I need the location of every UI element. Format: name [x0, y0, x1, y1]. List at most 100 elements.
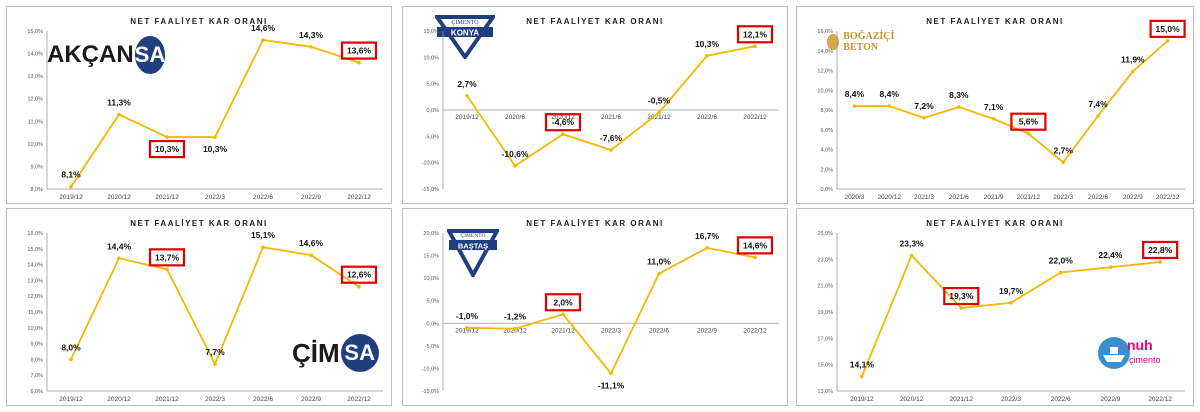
data-label: 22,0% [1049, 256, 1074, 266]
data-label: 23,3% [900, 238, 925, 248]
data-point [465, 93, 469, 98]
data-point [357, 60, 361, 65]
logo-main-text: KONYA [451, 29, 479, 38]
chart-title: NET FAALİYET KAR ORANI [130, 219, 268, 228]
data-point [357, 284, 361, 289]
data-label: 15,0% [1156, 24, 1181, 34]
data-label: 14,4% [107, 241, 132, 251]
y-tick-label: 16,0% [817, 29, 833, 35]
bogazici-logo: BOĞAZİÇİ BETON [827, 31, 911, 53]
series-line [70, 39, 360, 188]
data-label: 19,7% [999, 286, 1024, 296]
y-tick-label: 10,0% [423, 55, 439, 61]
y-tick-label: 19,0% [817, 310, 833, 316]
y-tick-label: 2,0% [820, 167, 833, 173]
x-tick-label: 2020/12 [900, 396, 924, 403]
x-tick-label: 2022/9 [1123, 194, 1143, 201]
y-tick-label: 15,0% [423, 254, 439, 260]
logo-text: ÇİM [292, 337, 340, 368]
data-label: 11,3% [107, 98, 131, 108]
x-tick-label: 2022/12 [743, 327, 767, 334]
highlight-box [340, 265, 378, 284]
data-point [1096, 114, 1100, 118]
x-tick-label: 2020/12 [503, 327, 527, 334]
highlight-box [736, 236, 774, 255]
line-chart: 8,0% 9,0% 10,0% 11,0% 12,0% 13,0% 14,0% 15,0% 20… [27, 23, 383, 201]
y-tick-label: 7,0% [30, 373, 43, 379]
x-tick-label: 2022/12 [1156, 194, 1180, 201]
x-tick-label: 2020/3 [844, 194, 864, 201]
y-tick-label: 16,0% [27, 231, 43, 237]
nuh-logo: nuh çimento [1097, 335, 1167, 373]
y-tick-label: 12,0% [27, 294, 43, 300]
chart-panel-bogazici: NET FAALİYET KAR ORANI BOĞAZİÇİ BETON 0,… [796, 6, 1194, 204]
data-point [165, 135, 169, 139]
y-tick-label: 13,0% [817, 389, 833, 395]
data-label: 12,6% [347, 270, 372, 280]
data-label: -4,6% [552, 117, 575, 127]
data-label: 8,0% [61, 342, 81, 352]
highlight-box [148, 248, 186, 267]
y-tick-label: 9,0% [30, 342, 43, 348]
data-point [1158, 260, 1162, 264]
y-tick-label: 6,0% [820, 128, 833, 134]
x-tick-label: 2022/3 [205, 396, 225, 403]
chart-title: NET FAALİYET KAR ORANI [526, 219, 664, 228]
data-label: 7,7% [205, 347, 225, 357]
data-point [465, 326, 469, 330]
y-tick-label: 11,0% [28, 119, 43, 125]
x-tick-label: 2021/12 [551, 327, 575, 334]
line-chart: -15,0% -10,0% -5,0% 0,0% 5,0% 10,0% 15,0% 20,0%… [422, 231, 779, 395]
y-tick-label: -15,0% [422, 389, 440, 395]
data-point [165, 267, 169, 272]
x-tick-label: 2022/12 [347, 396, 371, 403]
data-label: 8,1% [61, 170, 81, 180]
highlight-box [544, 293, 582, 312]
y-tick-label: 12,0% [27, 97, 43, 103]
bogazici-emblem-icon [827, 34, 840, 50]
data-label: 14,3% [299, 30, 324, 40]
x-tick-label: 2022/12 [347, 194, 371, 201]
x-tick-label: 2021/12 [1017, 194, 1041, 201]
data-label: -10,6% [502, 149, 529, 159]
chart-panel-nuh: NET FAALİYET KAR ORANI nuh çimento 13,0%… [796, 208, 1194, 406]
y-tick-label: -5,0% [425, 344, 439, 350]
y-tick-label: 23,0% [817, 257, 833, 263]
data-label: 14,6% [251, 23, 276, 33]
line-chart: 0,0% 2,0% 4,0% 6,0% 8,0% 10,0% 12,0% 14,0% 16,0%… [817, 19, 1186, 201]
y-tick-label: 8,0% [820, 108, 833, 114]
x-tick-label: 2022/12 [743, 114, 767, 121]
y-tick-label: 14,0% [817, 49, 833, 55]
konya-logo: ÇİMENTO KONYA [435, 15, 495, 59]
y-tick-label: 14,0% [27, 52, 43, 58]
data-point [1058, 270, 1063, 275]
data-label: 5,6% [1019, 117, 1039, 127]
data-label: 10,3% [203, 144, 228, 154]
data-point [909, 253, 914, 258]
data-label: 22,4% [1098, 250, 1123, 260]
logo-badge: SA [134, 36, 166, 74]
data-point [957, 105, 961, 109]
x-tick-label: 2020/12 [107, 194, 131, 201]
data-point [1026, 131, 1031, 136]
x-tick-label: 2022/6 [253, 396, 273, 403]
highlight-box [736, 25, 774, 44]
data-point [513, 326, 517, 331]
data-point [705, 246, 709, 250]
data-point [657, 110, 661, 115]
data-point [991, 117, 996, 121]
data-label: 8,3% [949, 90, 969, 100]
x-tick-label: 2022/9 [301, 194, 321, 201]
bastas-emblem-icon: ÇİMENTO BAŞTAŞ [447, 229, 499, 277]
chart-panel-akcansa: NET FAALİYET KAR ORANI AKÇAN SA 8,0% 9,0% 1… [6, 6, 392, 204]
x-tick-label: 2022/9 [697, 327, 717, 334]
data-label: 19,3% [949, 291, 974, 301]
line-chart: 6,0% 7,0% 8,0% 9,0% 10,0% 11,0% 12,0% 13,0% 14,0… [27, 230, 383, 403]
y-tick-label: 0,0% [426, 321, 439, 327]
y-tick-label: 10,0% [27, 326, 43, 332]
x-tick-label: 2019/12 [850, 396, 874, 403]
chart-title: NET FAALİYET KAR ORANI [926, 17, 1064, 26]
y-tick-label: 8,0% [30, 187, 43, 193]
data-point [959, 306, 964, 310]
x-tick-label: 2022/12 [1148, 396, 1172, 403]
